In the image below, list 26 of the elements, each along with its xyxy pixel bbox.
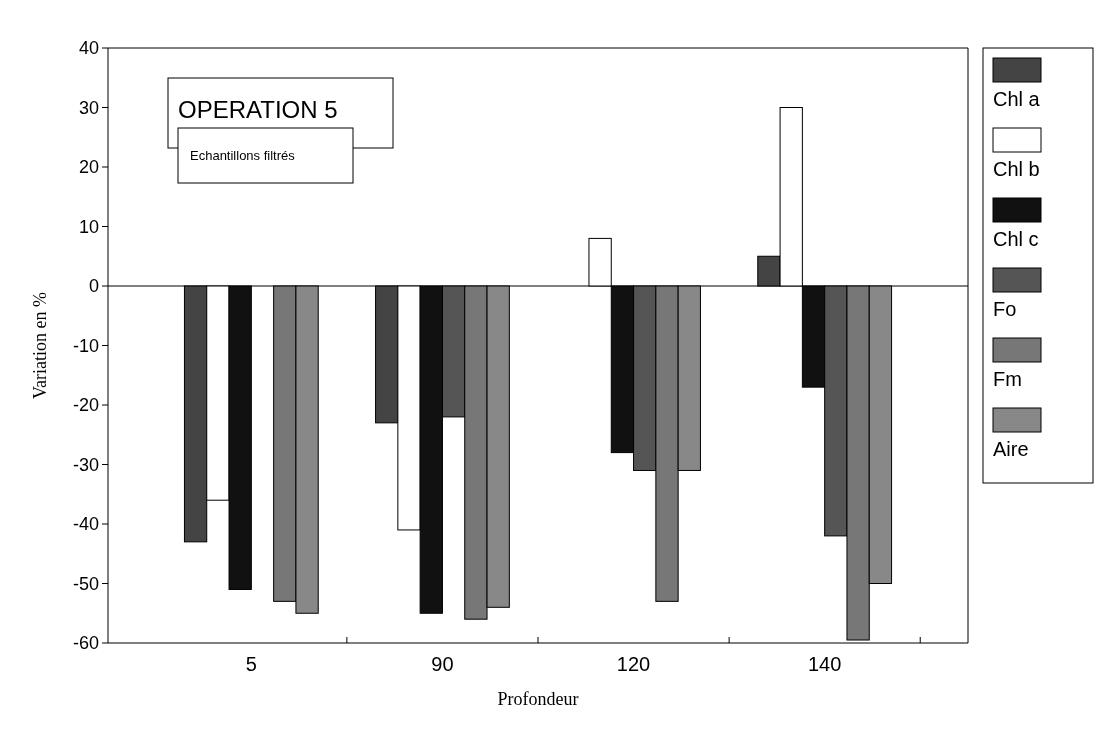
y-tick-label: -40 (72, 514, 99, 535)
y-tick-label: -30 (72, 454, 99, 475)
legend-label: Aire (993, 438, 1029, 460)
x-tick-label: 120 (616, 653, 651, 675)
x-axis-title: Profondeur (497, 689, 579, 709)
x-tick-label: 5 (245, 653, 257, 675)
y-tick-label: -20 (72, 395, 99, 416)
y-tick-label: -10 (72, 335, 99, 356)
legend-label: Chl c (993, 228, 1039, 250)
y-tick-label: 0 (88, 276, 99, 297)
x-tick-label: 140 (807, 653, 842, 675)
y-tick-label: 20 (78, 157, 99, 178)
annotation: Echantillons filtrés (190, 148, 296, 163)
x-tick-label: 90 (431, 653, 454, 675)
y-tick-label: 30 (78, 97, 99, 118)
legend-label: Chl a (993, 88, 1041, 110)
legend-label: Fm (993, 368, 1022, 390)
y-tick-label: 40 (78, 38, 99, 59)
caption-box: Echantillons filtrés (177, 127, 354, 184)
y-tick-label: -60 (72, 633, 99, 654)
annotation: OPERATION 5 (178, 96, 338, 123)
y-axis-title: Variation en % (30, 292, 50, 399)
y-tick-label: 10 (78, 216, 99, 237)
legend-label: Fo (993, 298, 1017, 320)
legend-label: Chl b (993, 158, 1040, 180)
y-tick-label: -50 (72, 573, 99, 594)
